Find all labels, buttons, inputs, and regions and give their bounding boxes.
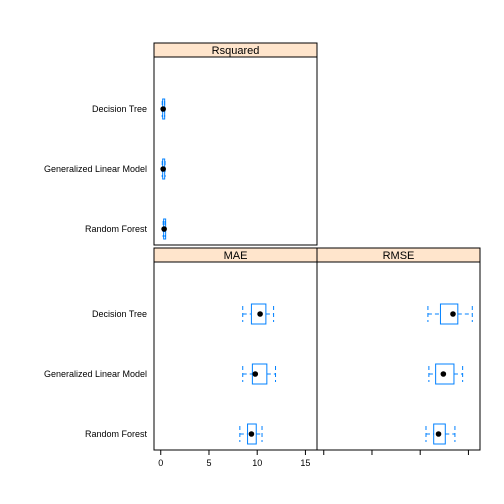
strip-label-mae: MAE	[224, 250, 248, 262]
x-tick-label: 5	[206, 458, 211, 468]
strip-label-rsquared: Rsquared	[212, 45, 260, 57]
category-label-decision-tree: Decision Tree	[92, 104, 147, 114]
median-dot-rmse-generalized-linear-model	[441, 371, 447, 377]
panel-frame-mae	[154, 262, 317, 450]
median-dot-rmse-decision-tree	[450, 311, 456, 317]
median-dot-mae-decision-tree	[257, 311, 263, 317]
median-dot-mae-generalized-linear-model	[252, 371, 258, 377]
x-tick-label: 0	[158, 458, 163, 468]
median-dot-rsquared-decision-tree	[160, 106, 166, 112]
x-tick-label: 10	[252, 458, 262, 468]
median-dot-rmse-random-forest	[436, 431, 442, 437]
median-dot-rsquared-generalized-linear-model	[160, 166, 166, 172]
panel-frame-rmse	[317, 262, 480, 450]
strip-label-rmse: RMSE	[383, 250, 415, 262]
category-label-random-forest: Random Forest	[85, 429, 148, 439]
category-label-generalized-linear-model: Generalized Linear Model	[44, 164, 147, 174]
category-label-decision-tree: Decision Tree	[92, 309, 147, 319]
x-tick-label: 15	[300, 458, 310, 468]
category-label-random-forest: Random Forest	[85, 224, 148, 234]
median-dot-rsquared-random-forest	[161, 226, 167, 232]
category-label-generalized-linear-model: Generalized Linear Model	[44, 369, 147, 379]
median-dot-mae-random-forest	[249, 431, 255, 437]
panel-frame-rsquared	[154, 57, 317, 245]
